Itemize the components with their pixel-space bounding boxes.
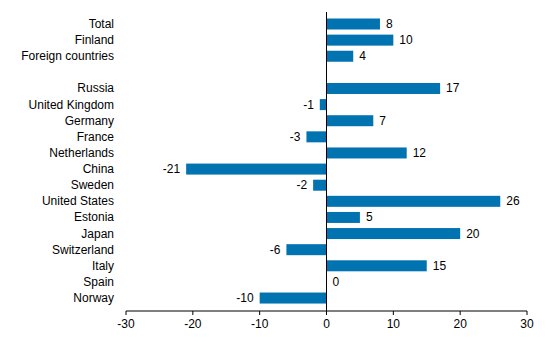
category-label: France (77, 130, 115, 144)
bar (327, 35, 394, 46)
x-tick (460, 311, 461, 315)
category-label: Italy (92, 259, 114, 273)
bar (260, 293, 327, 304)
x-tick (393, 311, 394, 315)
x-tick (259, 311, 260, 315)
zero-line (326, 12, 327, 311)
x-tick-label: 20 (453, 317, 467, 331)
data-label: 7 (379, 114, 386, 128)
data-label: -21 (163, 162, 181, 176)
data-label: 26 (506, 194, 520, 208)
data-label: 5 (366, 210, 373, 224)
bar (327, 228, 461, 239)
x-tick (126, 311, 127, 315)
category-label: China (83, 162, 115, 176)
category-label: Foreign countries (21, 49, 114, 63)
category-label: Estonia (74, 210, 114, 224)
data-label: 4 (359, 49, 366, 63)
chart: Total Finland Foreign countries Russia Unite… (0, 0, 553, 340)
data-label: 20 (466, 227, 480, 241)
data-label: -1 (303, 98, 314, 112)
data-label: -10 (236, 291, 254, 305)
x-tick-label: -20 (184, 317, 202, 331)
bar (320, 99, 327, 110)
chart-container: Total Finland Foreign countries Russia Unite… (0, 0, 553, 340)
bars (186, 19, 500, 304)
data-label: 15 (433, 259, 447, 273)
category-label: Germany (65, 114, 114, 128)
category-label: Netherlands (49, 146, 114, 160)
category-label: Finland (75, 33, 114, 47)
bar (327, 115, 374, 126)
bar (327, 83, 441, 94)
x-tick (326, 311, 327, 315)
x-tick-label: 0 (323, 317, 330, 331)
data-label: -3 (290, 130, 301, 144)
data-label: -2 (296, 178, 307, 192)
bar (327, 196, 501, 207)
x-tick-label: 30 (520, 317, 534, 331)
category-label: Spain (83, 275, 114, 289)
data-label: 0 (333, 275, 340, 289)
category-label: Switzerland (52, 243, 114, 257)
bar (327, 147, 407, 158)
bar (327, 260, 427, 271)
category-label: United States (42, 194, 114, 208)
bar (306, 131, 326, 142)
bar (313, 180, 326, 191)
bar (186, 164, 326, 175)
category-label: Norway (73, 291, 114, 305)
data-label: 10 (399, 33, 413, 47)
x-tick (192, 311, 193, 315)
category-label: United Kingdom (29, 98, 114, 112)
x-tick-label: 10 (387, 317, 401, 331)
category-label: Japan (81, 227, 114, 241)
data-label: 8 (386, 17, 393, 31)
category-label: Russia (77, 81, 114, 95)
category-label: Total (89, 17, 114, 31)
data-label: -6 (270, 243, 281, 257)
bar (286, 244, 326, 255)
x-tick (527, 311, 528, 315)
data-label: 17 (446, 81, 460, 95)
x-tick-label: -30 (117, 317, 135, 331)
bar (327, 51, 354, 62)
data-label: 12 (413, 146, 427, 160)
bar (327, 19, 380, 30)
category-label: Sweden (71, 178, 114, 192)
x-tick-label: -10 (251, 317, 269, 331)
bar (327, 212, 360, 223)
